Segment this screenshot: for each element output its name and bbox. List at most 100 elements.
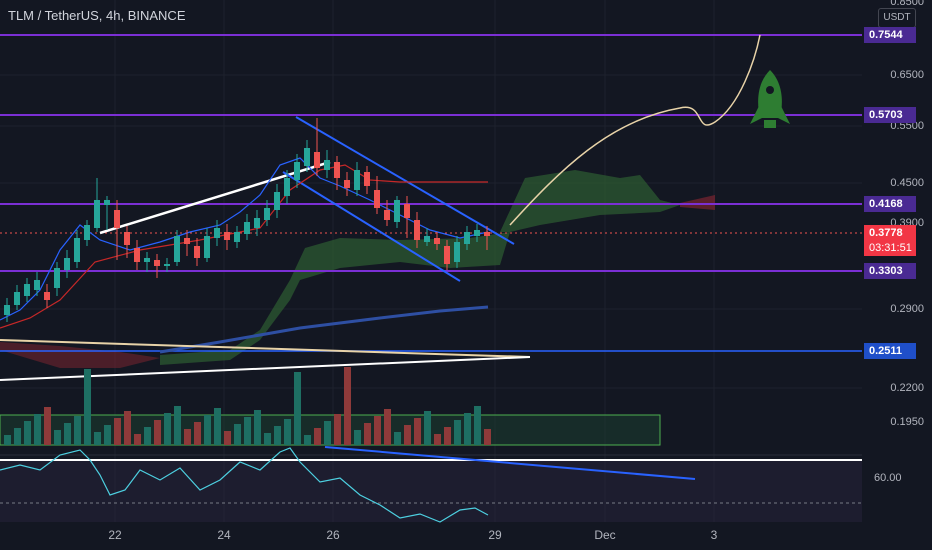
level-label-0.4168[interactable]: 0.4168 [864, 196, 916, 212]
level-label-0.3303[interactable]: 0.3303 [864, 263, 916, 279]
currency-badge[interactable]: USDT [878, 8, 916, 28]
level-label-0.7544[interactable]: 0.7544 [864, 27, 916, 43]
price-tick: 0.4500 [890, 177, 924, 189]
volume-bar [404, 425, 411, 445]
volume-bar [274, 426, 281, 445]
volume-bar [34, 414, 41, 445]
candle-body [34, 280, 40, 290]
volume-bar [164, 413, 171, 445]
rsi-trendline[interactable] [324, 446, 696, 480]
candle-body [94, 200, 100, 228]
candle-body [454, 242, 460, 262]
candle-body [244, 222, 250, 234]
candle-body [54, 268, 60, 288]
volume-bar [134, 434, 141, 445]
candle-body [224, 232, 230, 240]
candle-body [334, 162, 340, 178]
volume-bar [244, 417, 251, 445]
volume-bar [4, 435, 11, 445]
ichimoku-cloud-red [680, 195, 715, 210]
volume-bar [384, 409, 391, 445]
rising-trendline[interactable] [99, 160, 331, 235]
volume-bar [174, 406, 181, 445]
candle-body [474, 230, 480, 236]
candle-body [134, 248, 140, 262]
candle-body [74, 238, 80, 262]
candle-countdown: 03:31:51 [864, 240, 916, 256]
candle-body [234, 232, 240, 242]
candle-body [294, 162, 300, 180]
volume-bar [324, 421, 331, 445]
volume-bar [224, 431, 231, 445]
volume-bar [334, 414, 341, 445]
candle-body [24, 284, 30, 296]
candle-body [424, 236, 430, 242]
candle-body [394, 200, 400, 222]
price-axis[interactable]: 0.8500 0.6500 0.5500 0.4500 0.3900 0.290… [862, 0, 932, 522]
ichimoku-cloud-red-left [0, 342, 160, 368]
candle-body [324, 160, 330, 170]
horizontal-levels[interactable] [0, 34, 862, 272]
candlesticks [4, 118, 490, 322]
volume-bar [304, 435, 311, 445]
rsi-axis-tick: 60.00 [874, 472, 902, 484]
ichimoku-cloud-upper [500, 170, 680, 232]
level-label-0.2511[interactable]: 0.2511 [864, 343, 916, 359]
rsi-band [0, 460, 862, 522]
candle-body [464, 232, 470, 244]
volume-bar [214, 408, 221, 445]
price-tick: 0.6500 [890, 69, 924, 81]
candle-body [284, 178, 290, 196]
volume-bar [204, 415, 211, 445]
level-label-0.5703[interactable]: 0.5703 [864, 107, 916, 123]
candle-body [14, 292, 20, 305]
price-tick: 0.2900 [890, 303, 924, 315]
candle-body [274, 192, 280, 210]
candle-body [434, 238, 440, 244]
volume-bar [14, 428, 21, 445]
candle-body [254, 218, 260, 228]
time-axis[interactable]: 22 24 26 29 Dec 3 [0, 522, 862, 550]
price-tick: 0.8500 [890, 0, 924, 8]
volume-bar [184, 429, 191, 445]
candle-body [44, 292, 50, 300]
volume-bar [44, 407, 51, 445]
ichimoku-cloud-lower [160, 232, 510, 365]
volume-bar [294, 372, 301, 445]
volume-bar [354, 430, 361, 445]
candle-body [64, 258, 70, 270]
current-price-label: 0.3778 [864, 225, 916, 241]
time-tick: 24 [217, 528, 231, 542]
triangle-upper-line[interactable] [0, 339, 531, 358]
candle-body [144, 258, 150, 262]
candle-body [124, 232, 130, 245]
volume-bar [434, 434, 441, 445]
volume-bars [4, 367, 491, 445]
volume-bar [484, 429, 491, 445]
volume-bar [94, 432, 101, 445]
channel-upper[interactable] [295, 116, 515, 245]
time-tick: Dec [594, 528, 616, 542]
volume-bar [84, 369, 91, 445]
candle-body [154, 260, 160, 266]
price-tick: 0.1950 [890, 416, 924, 428]
volume-bar [444, 427, 451, 445]
channel-lower[interactable] [282, 171, 461, 282]
moving-average-long [159, 305, 489, 354]
candle-body [444, 246, 450, 264]
volume-bar [54, 430, 61, 445]
volume-bar [284, 419, 291, 445]
volume-bar [154, 420, 161, 445]
candle-body [304, 148, 310, 166]
candle-body [104, 200, 110, 205]
volume-bar [254, 410, 261, 445]
volume-bar [104, 425, 111, 445]
candle-body [204, 236, 210, 258]
candle-body [194, 246, 200, 258]
candle-body [184, 238, 190, 244]
time-tick: 22 [108, 528, 122, 542]
volume-bar [414, 418, 421, 445]
time-tick: 26 [326, 528, 340, 542]
